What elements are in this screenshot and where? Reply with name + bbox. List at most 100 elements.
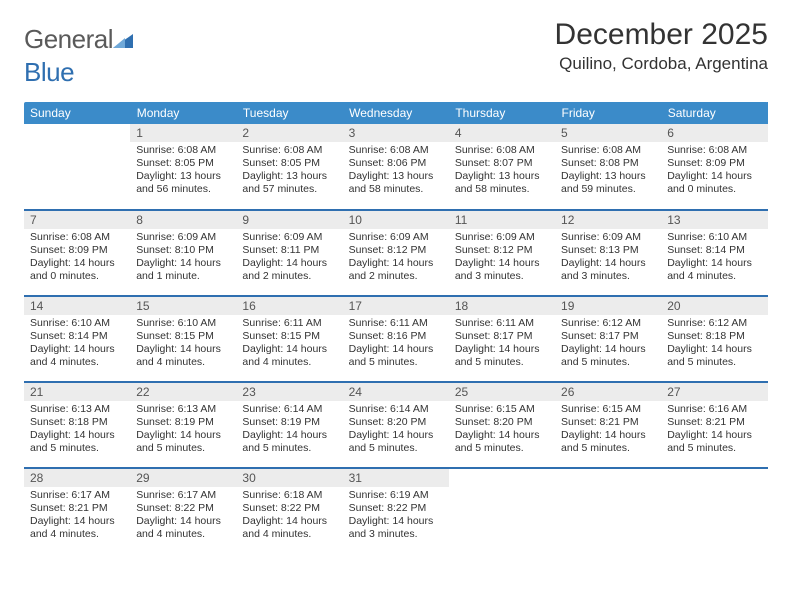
day-number: 3 (343, 124, 449, 142)
day-number: 15 (130, 297, 236, 315)
day-details: Sunrise: 6:08 AMSunset: 8:05 PMDaylight:… (236, 142, 342, 201)
day-cell: 13Sunrise: 6:10 AMSunset: 8:14 PMDayligh… (661, 210, 767, 296)
day-number: 26 (555, 383, 661, 401)
weekday-saturday: Saturday (661, 102, 767, 124)
day-details: Sunrise: 6:09 AMSunset: 8:12 PMDaylight:… (449, 229, 555, 288)
day-cell: 4Sunrise: 6:08 AMSunset: 8:07 PMDaylight… (449, 124, 555, 210)
day-cell: 19Sunrise: 6:12 AMSunset: 8:17 PMDayligh… (555, 296, 661, 382)
day-details: Sunrise: 6:10 AMSunset: 8:15 PMDaylight:… (130, 315, 236, 374)
day-number: 2 (236, 124, 342, 142)
day-details: Sunrise: 6:19 AMSunset: 8:22 PMDaylight:… (343, 487, 449, 546)
day-cell: 7Sunrise: 6:08 AMSunset: 8:09 PMDaylight… (24, 210, 130, 296)
day-cell: 20Sunrise: 6:12 AMSunset: 8:18 PMDayligh… (661, 296, 767, 382)
day-details: Sunrise: 6:08 AMSunset: 8:09 PMDaylight:… (24, 229, 130, 288)
day-details: Sunrise: 6:09 AMSunset: 8:11 PMDaylight:… (236, 229, 342, 288)
day-cell: 8Sunrise: 6:09 AMSunset: 8:10 PMDaylight… (130, 210, 236, 296)
week-row: ..1Sunrise: 6:08 AMSunset: 8:05 PMDaylig… (24, 124, 768, 210)
day-number: 14 (24, 297, 130, 315)
weekday-friday: Friday (555, 102, 661, 124)
day-details: Sunrise: 6:10 AMSunset: 8:14 PMDaylight:… (661, 229, 767, 288)
day-details: Sunrise: 6:15 AMSunset: 8:21 PMDaylight:… (555, 401, 661, 460)
day-number: 5 (555, 124, 661, 142)
day-details: Sunrise: 6:12 AMSunset: 8:17 PMDaylight:… (555, 315, 661, 374)
day-details: Sunrise: 6:11 AMSunset: 8:15 PMDaylight:… (236, 315, 342, 374)
day-number: 19 (555, 297, 661, 315)
brand-name-b: Blue (24, 57, 74, 87)
day-details: Sunrise: 6:13 AMSunset: 8:19 PMDaylight:… (130, 401, 236, 460)
day-details: Sunrise: 6:17 AMSunset: 8:22 PMDaylight:… (130, 487, 236, 546)
sail-icon (111, 26, 135, 57)
brand-name-a: General (24, 24, 113, 54)
day-cell: 16Sunrise: 6:11 AMSunset: 8:15 PMDayligh… (236, 296, 342, 382)
title-block: December 2025 Quilino, Cordoba, Argentin… (555, 18, 768, 74)
day-cell: .. (661, 468, 767, 554)
day-number: 16 (236, 297, 342, 315)
week-row: 21Sunrise: 6:13 AMSunset: 8:18 PMDayligh… (24, 382, 768, 468)
day-cell: 15Sunrise: 6:10 AMSunset: 8:15 PMDayligh… (130, 296, 236, 382)
day-cell: 14Sunrise: 6:10 AMSunset: 8:14 PMDayligh… (24, 296, 130, 382)
brand-name: GeneralBlue (24, 24, 135, 88)
day-cell: 22Sunrise: 6:13 AMSunset: 8:19 PMDayligh… (130, 382, 236, 468)
day-cell: .. (555, 468, 661, 554)
day-cell: 30Sunrise: 6:18 AMSunset: 8:22 PMDayligh… (236, 468, 342, 554)
day-number: 6 (661, 124, 767, 142)
day-number: 20 (661, 297, 767, 315)
day-cell: 26Sunrise: 6:15 AMSunset: 8:21 PMDayligh… (555, 382, 661, 468)
day-cell: 21Sunrise: 6:13 AMSunset: 8:18 PMDayligh… (24, 382, 130, 468)
day-details: Sunrise: 6:11 AMSunset: 8:17 PMDaylight:… (449, 315, 555, 374)
day-details: Sunrise: 6:13 AMSunset: 8:18 PMDaylight:… (24, 401, 130, 460)
day-cell: 29Sunrise: 6:17 AMSunset: 8:22 PMDayligh… (130, 468, 236, 554)
week-row: 28Sunrise: 6:17 AMSunset: 8:21 PMDayligh… (24, 468, 768, 554)
weekday-sunday: Sunday (24, 102, 130, 124)
day-number: 12 (555, 211, 661, 229)
week-row: 14Sunrise: 6:10 AMSunset: 8:14 PMDayligh… (24, 296, 768, 382)
day-number: 17 (343, 297, 449, 315)
day-details: Sunrise: 6:08 AMSunset: 8:05 PMDaylight:… (130, 142, 236, 201)
month-title: December 2025 (555, 18, 768, 52)
header: GeneralBlue December 2025 Quilino, Cordo… (24, 18, 768, 88)
day-cell: 24Sunrise: 6:14 AMSunset: 8:20 PMDayligh… (343, 382, 449, 468)
location: Quilino, Cordoba, Argentina (555, 54, 768, 74)
day-number: 31 (343, 469, 449, 487)
day-cell: 2Sunrise: 6:08 AMSunset: 8:05 PMDaylight… (236, 124, 342, 210)
weekday-wednesday: Wednesday (343, 102, 449, 124)
day-cell: 10Sunrise: 6:09 AMSunset: 8:12 PMDayligh… (343, 210, 449, 296)
day-details: Sunrise: 6:12 AMSunset: 8:18 PMDaylight:… (661, 315, 767, 374)
day-details: Sunrise: 6:14 AMSunset: 8:19 PMDaylight:… (236, 401, 342, 460)
day-cell: 18Sunrise: 6:11 AMSunset: 8:17 PMDayligh… (449, 296, 555, 382)
day-cell: 9Sunrise: 6:09 AMSunset: 8:11 PMDaylight… (236, 210, 342, 296)
day-cell: .. (24, 124, 130, 210)
day-number: 29 (130, 469, 236, 487)
day-cell: 28Sunrise: 6:17 AMSunset: 8:21 PMDayligh… (24, 468, 130, 554)
day-number: 24 (343, 383, 449, 401)
day-details: Sunrise: 6:09 AMSunset: 8:10 PMDaylight:… (130, 229, 236, 288)
day-number: 18 (449, 297, 555, 315)
day-cell: 5Sunrise: 6:08 AMSunset: 8:08 PMDaylight… (555, 124, 661, 210)
day-details: Sunrise: 6:08 AMSunset: 8:07 PMDaylight:… (449, 142, 555, 201)
day-cell: 17Sunrise: 6:11 AMSunset: 8:16 PMDayligh… (343, 296, 449, 382)
day-number: 11 (449, 211, 555, 229)
week-row: 7Sunrise: 6:08 AMSunset: 8:09 PMDaylight… (24, 210, 768, 296)
day-cell: 25Sunrise: 6:15 AMSunset: 8:20 PMDayligh… (449, 382, 555, 468)
day-details: Sunrise: 6:09 AMSunset: 8:12 PMDaylight:… (343, 229, 449, 288)
day-details: Sunrise: 6:15 AMSunset: 8:20 PMDaylight:… (449, 401, 555, 460)
weekday-monday: Monday (130, 102, 236, 124)
day-number: 8 (130, 211, 236, 229)
day-number: 9 (236, 211, 342, 229)
calendar-table: SundayMondayTuesdayWednesdayThursdayFrid… (24, 102, 768, 554)
day-cell: 6Sunrise: 6:08 AMSunset: 8:09 PMDaylight… (661, 124, 767, 210)
day-details: Sunrise: 6:17 AMSunset: 8:21 PMDaylight:… (24, 487, 130, 546)
day-cell: 12Sunrise: 6:09 AMSunset: 8:13 PMDayligh… (555, 210, 661, 296)
day-details: Sunrise: 6:16 AMSunset: 8:21 PMDaylight:… (661, 401, 767, 460)
day-details: Sunrise: 6:11 AMSunset: 8:16 PMDaylight:… (343, 315, 449, 374)
weekday-thursday: Thursday (449, 102, 555, 124)
day-details: Sunrise: 6:08 AMSunset: 8:09 PMDaylight:… (661, 142, 767, 201)
day-number: 1 (130, 124, 236, 142)
day-cell: 1Sunrise: 6:08 AMSunset: 8:05 PMDaylight… (130, 124, 236, 210)
day-details: Sunrise: 6:08 AMSunset: 8:08 PMDaylight:… (555, 142, 661, 201)
day-cell: .. (449, 468, 555, 554)
day-number: 30 (236, 469, 342, 487)
calendar-body: ..1Sunrise: 6:08 AMSunset: 8:05 PMDaylig… (24, 124, 768, 554)
day-number: 28 (24, 469, 130, 487)
day-details: Sunrise: 6:08 AMSunset: 8:06 PMDaylight:… (343, 142, 449, 201)
